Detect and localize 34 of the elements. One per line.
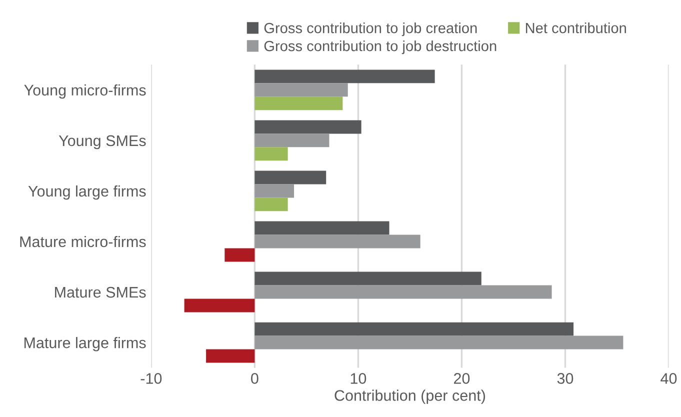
x-tick-label: 0 xyxy=(251,373,258,384)
bar xyxy=(254,234,420,248)
x-tick-label: 40 xyxy=(660,373,677,384)
bar xyxy=(254,70,435,84)
y-tick-label: Mature micro-firms xyxy=(20,236,146,248)
bar xyxy=(224,248,255,262)
x-tick-label: 10 xyxy=(350,373,366,384)
bar xyxy=(254,198,288,212)
bar xyxy=(254,120,362,134)
legend-label: Net contribution xyxy=(526,22,626,34)
bar xyxy=(184,298,255,312)
x-tick-label: 20 xyxy=(454,373,470,384)
bar xyxy=(206,349,255,363)
x-axis-title: Contribution (per cent) xyxy=(334,390,486,404)
y-tick-label: Mature SMEs xyxy=(55,286,146,298)
legend-label: Gross contribution to job creation xyxy=(264,22,477,36)
y-tick-label: Young SMEs xyxy=(58,135,146,150)
y-tick-label: Young micro-firms xyxy=(24,84,146,99)
bar xyxy=(254,322,574,336)
bar xyxy=(254,96,343,110)
bar xyxy=(254,134,330,148)
bar xyxy=(254,285,552,299)
bar xyxy=(254,184,294,198)
bar xyxy=(254,336,624,350)
x-tick-label: -10 xyxy=(140,373,162,384)
y-tick-label: Young large firms xyxy=(28,185,146,200)
y-tick-label: Mature large firms xyxy=(24,336,146,352)
bar xyxy=(254,147,288,161)
legend-label: Gross contribution to job destruction xyxy=(264,40,496,54)
bar xyxy=(254,83,348,97)
x-tick-label: 30 xyxy=(557,373,574,384)
bar xyxy=(254,272,482,286)
bar xyxy=(254,170,326,184)
bar xyxy=(254,221,390,235)
